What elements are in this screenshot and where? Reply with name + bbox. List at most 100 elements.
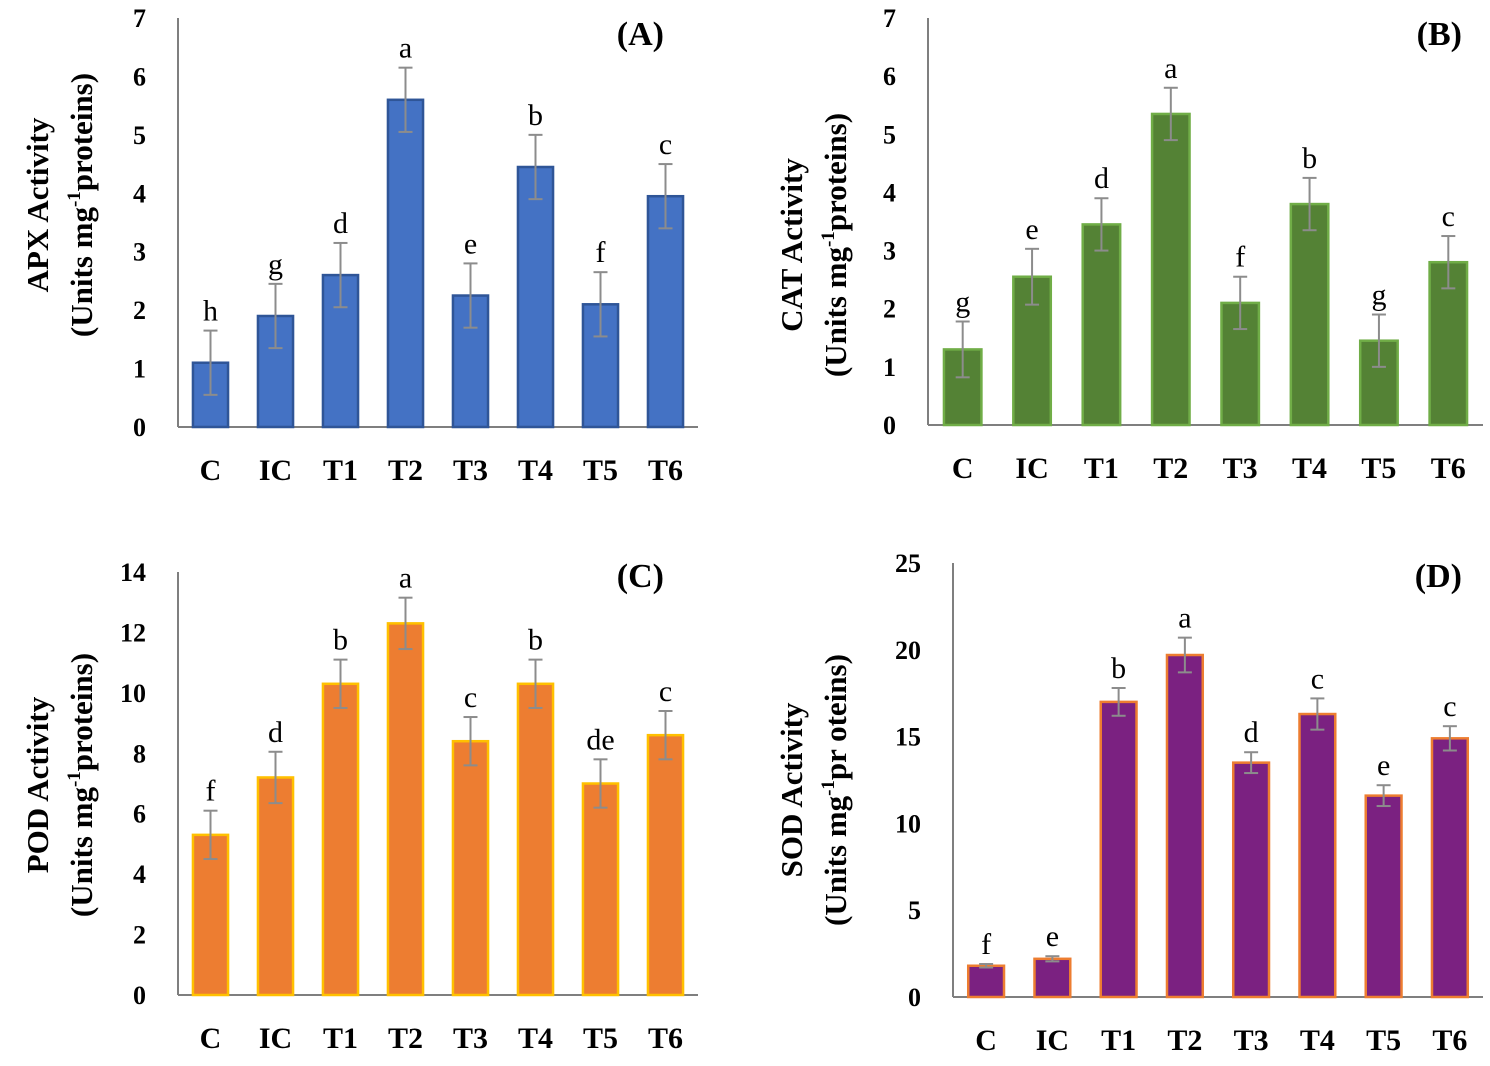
significance-letter-T4: b xyxy=(1302,142,1317,175)
y-tick-label: 0 xyxy=(133,413,146,442)
y-tick-label: 5 xyxy=(908,896,921,925)
bar-T6 xyxy=(1430,737,1470,999)
category-label-T6: T6 xyxy=(648,454,683,487)
bar-T4 xyxy=(1289,202,1330,427)
significance-letter-T2: a xyxy=(1164,52,1177,85)
significance-letter-T3: d xyxy=(1244,716,1259,749)
bar-T5 xyxy=(581,782,620,997)
significance-letter-T5: de xyxy=(586,723,614,756)
units-suffix: proteins) xyxy=(818,113,853,231)
significance-letter-T6: c xyxy=(659,675,672,708)
units-suffix: proteins) xyxy=(64,653,99,771)
significance-letter-T6: c xyxy=(659,128,672,161)
bar-T4 xyxy=(516,682,555,997)
bar-T2 xyxy=(386,98,425,429)
bar-C xyxy=(966,964,1006,999)
category-label-T5: T5 xyxy=(1361,452,1396,485)
category-label-C: C xyxy=(200,454,222,487)
category-label-T3: T3 xyxy=(1223,452,1258,485)
bar-T2 xyxy=(1165,653,1205,999)
y-tick-label: 3 xyxy=(883,237,896,266)
panel-title: (C) xyxy=(617,558,664,595)
significance-letter-IC: e xyxy=(1025,213,1038,246)
y-tick-label: 5 xyxy=(133,121,146,150)
significance-letter-T4: c xyxy=(1311,662,1324,695)
units-superscript: -1 xyxy=(818,231,839,247)
significance-letter-C: h xyxy=(203,295,218,328)
chart-panel-apx: 0 1 2 3 4 5 6 7 h Cg IC d T1 a T2 e T3 b T4 f T5 c T6 (A) APX Ac… xyxy=(20,4,698,487)
significance-letter-C: f xyxy=(206,775,216,808)
significance-letter-T2: a xyxy=(399,562,412,595)
category-label-T1: T1 xyxy=(1084,452,1119,485)
y-tick-label: 10 xyxy=(120,679,146,708)
category-label-T2: T2 xyxy=(388,454,423,487)
category-label-T1: T1 xyxy=(1101,1024,1136,1057)
significance-letter-IC: g xyxy=(268,248,283,281)
significance-letter-T1: b xyxy=(333,624,348,657)
bar-T3 xyxy=(451,739,490,997)
units-prefix: (Units mg xyxy=(818,795,853,926)
panel-title: (B) xyxy=(1417,16,1462,53)
significance-letter-T3: e xyxy=(464,227,477,260)
significance-letter-T5: f xyxy=(596,236,606,269)
y-tick-label: 6 xyxy=(133,62,146,91)
y-tick-label: 8 xyxy=(133,739,146,768)
bar-T1 xyxy=(1099,700,1138,999)
y-axis-units-label: (Units mg-1proteins) xyxy=(64,73,99,337)
y-axis-label: APX Activity xyxy=(20,117,55,292)
y-tick-label: 6 xyxy=(883,62,896,91)
units-prefix: (Units mg xyxy=(64,787,99,918)
panel-title: (A) xyxy=(617,16,664,53)
category-label-T4: T4 xyxy=(518,454,553,487)
y-tick-label: 4 xyxy=(133,860,146,889)
y-tick-label: 1 xyxy=(883,353,896,382)
bar-T2 xyxy=(1150,112,1191,427)
category-label-T4: T4 xyxy=(1300,1024,1335,1057)
y-tick-label: 0 xyxy=(133,981,146,1010)
bar-T6 xyxy=(646,733,685,997)
category-label-T1: T1 xyxy=(323,1022,358,1055)
chart-panel-sod: 0 5 10 15 20 25 f Ce IC b T1 a T2 d T3 c T4 e T5 c T6 (D) SOD … xyxy=(774,549,1483,1057)
units-suffix: proteins) xyxy=(64,73,99,191)
bar-T4 xyxy=(516,165,555,429)
bar-T4 xyxy=(1298,712,1337,999)
bar-T1 xyxy=(321,682,360,997)
category-label-T3: T3 xyxy=(453,454,488,487)
y-tick-label: 2 xyxy=(883,295,896,324)
significance-letter-T5: g xyxy=(1371,279,1386,312)
category-label-T2: T2 xyxy=(1167,1024,1202,1057)
bar-IC xyxy=(256,314,295,429)
y-tick-label: 15 xyxy=(895,723,921,752)
y-tick-label: 2 xyxy=(133,296,146,325)
bar-T5 xyxy=(581,303,620,429)
bar-IC xyxy=(1033,957,1072,999)
category-label-T6: T6 xyxy=(648,1022,683,1055)
bar-T1 xyxy=(1081,223,1122,427)
significance-letter-C: f xyxy=(981,928,991,961)
significance-letter-T1: d xyxy=(1094,162,1109,195)
bar-C xyxy=(191,833,230,997)
significance-letter-T5: e xyxy=(1377,749,1390,782)
significance-letter-T6: c xyxy=(1442,200,1455,233)
y-tick-label: 12 xyxy=(120,618,146,647)
category-label-C: C xyxy=(952,452,974,485)
units-superscript: -1 xyxy=(64,191,85,207)
y-tick-label: 6 xyxy=(133,800,146,829)
category-label-C: C xyxy=(975,1024,997,1057)
category-label-T3: T3 xyxy=(1234,1024,1269,1057)
y-tick-label: 25 xyxy=(895,549,921,578)
y-axis-label: SOD Activity xyxy=(774,702,809,877)
category-label-T5: T5 xyxy=(583,1022,618,1055)
y-tick-label: 7 xyxy=(133,4,146,33)
significance-letter-T1: b xyxy=(1111,652,1126,685)
category-label-IC: IC xyxy=(259,454,292,487)
significance-letter-T4: b xyxy=(528,624,543,657)
significance-letter-T6: c xyxy=(1443,690,1456,723)
units-prefix: (Units mg xyxy=(64,207,99,338)
significance-letter-T2: a xyxy=(399,32,412,65)
chart-panel-pod: 0 2 4 6 8 10 12 14 f Cd IC b T1 a T2 c T3 b T4 de T5 c T6 (C) PO… xyxy=(20,558,698,1055)
bar-T5 xyxy=(1364,794,1403,999)
y-tick-label: 0 xyxy=(883,411,896,440)
bar-IC xyxy=(256,776,295,997)
